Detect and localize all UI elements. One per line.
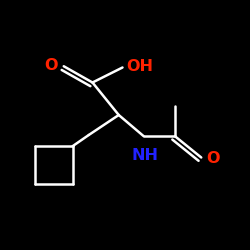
Text: NH: NH — [132, 148, 158, 162]
Text: O: O — [206, 151, 220, 166]
Text: O: O — [44, 58, 58, 72]
Text: OH: OH — [126, 59, 153, 74]
